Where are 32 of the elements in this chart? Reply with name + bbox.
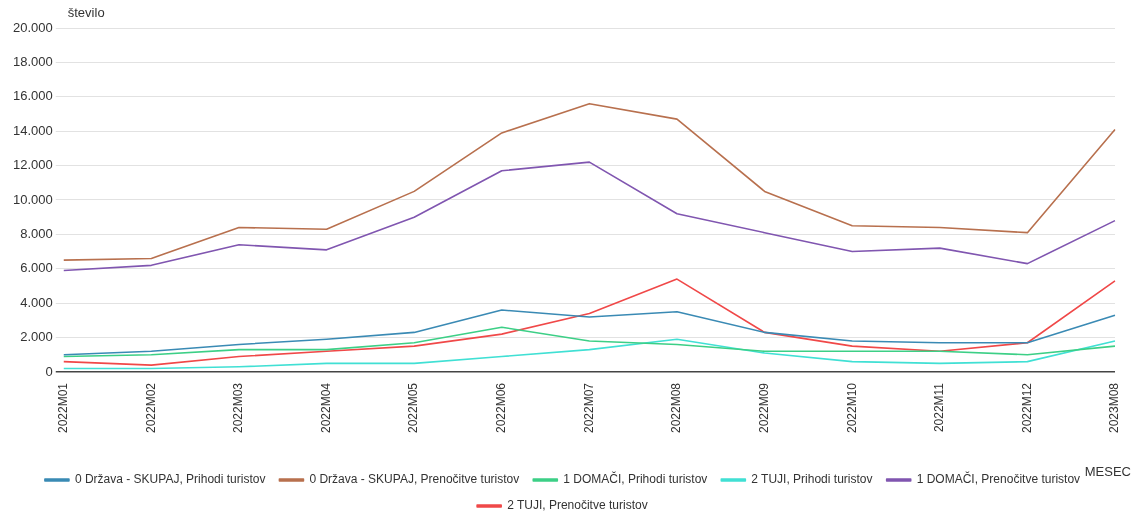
x-tick-label: 2022M01 [56, 382, 71, 434]
y-tick-label: 18.000 [13, 53, 53, 69]
x-tick-label: 2022M10 [844, 382, 859, 434]
legend-label: 0 Država - SKUPAJ, Prihodi turistov [74, 472, 266, 487]
x-tick-label: 2022M03 [231, 382, 246, 434]
x-tick-label: 2022M07 [581, 382, 596, 434]
x-axis-title: MESEC [1084, 464, 1131, 480]
y-tick-label: 20.000 [13, 19, 53, 35]
y-tick-label: 14.000 [13, 122, 53, 138]
y-tick-label: 16.000 [13, 88, 53, 104]
y-tick-label: 2.000 [20, 329, 53, 345]
legend-label: 2 TUJI, Prenočitve turistov [507, 498, 648, 513]
legend-label: 1 DOMAČI, Prihodi turistov [563, 471, 708, 487]
y-tick-label: 4.000 [20, 294, 53, 310]
legend-label: 0 Država - SKUPAJ, Prenočitve turistov [309, 472, 520, 487]
x-tick-label: 2022M08 [669, 382, 684, 434]
x-tick-label: 2023M08 [1107, 382, 1122, 434]
y-tick-label: 12.000 [13, 157, 53, 173]
y-tick-label: 10.000 [13, 191, 53, 207]
legend-label: 2 TUJI, Prihodi turistov [751, 472, 873, 487]
x-tick-label: 2022M06 [494, 382, 509, 434]
y-axis-title: število [67, 5, 105, 21]
legend-label: 1 DOMAČI, Prenočitve turistov [916, 471, 1081, 487]
y-tick-label: 6.000 [20, 260, 53, 276]
y-tick-label: 0 [45, 363, 53, 379]
x-tick-label: 2022M12 [1019, 382, 1034, 434]
x-tick-label: 2022M05 [406, 382, 421, 434]
x-tick-label: 2022M04 [318, 382, 333, 434]
x-tick-label: 2022M02 [143, 382, 158, 434]
y-tick-label: 8.000 [20, 225, 53, 241]
x-tick-label: 2022M09 [756, 382, 771, 434]
x-tick-label: 2022M11 [932, 382, 947, 433]
